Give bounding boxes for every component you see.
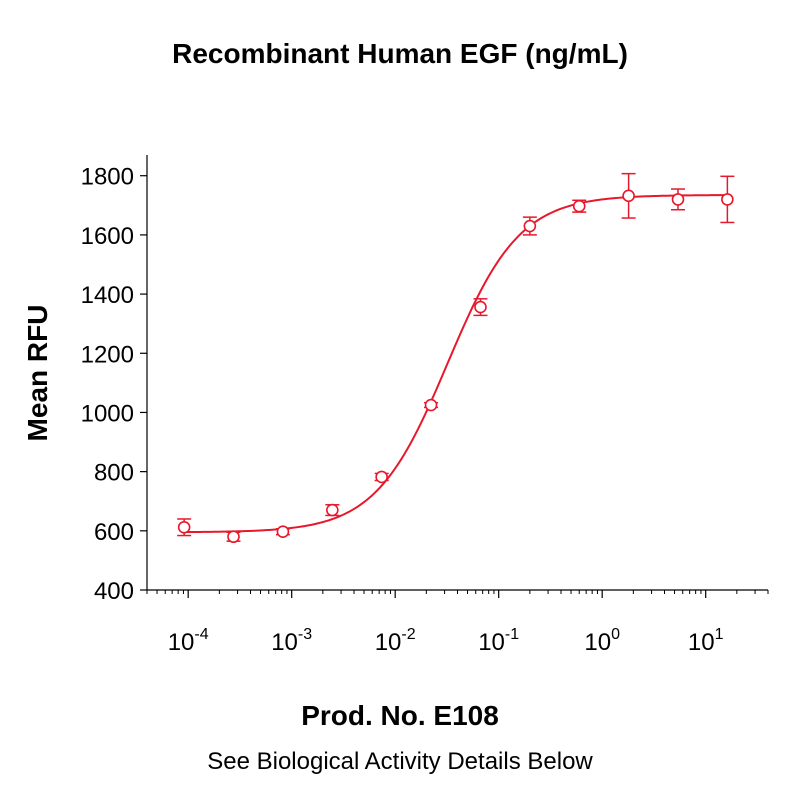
y-tick-label: 600 <box>94 519 134 546</box>
x-tick-label: 101 <box>688 626 724 656</box>
data-point <box>572 199 586 213</box>
axes <box>146 155 768 591</box>
y-tick-label: 1800 <box>81 164 134 191</box>
data-point <box>721 193 734 206</box>
data-point <box>227 530 240 544</box>
tick-marks <box>140 175 769 598</box>
data-point-group <box>473 298 488 317</box>
x-tick-label: 100 <box>584 626 620 656</box>
y-axis-label: Mean RFU <box>22 305 53 442</box>
tick-labels: 400 600 800 1000 1200 1400 1600 1800 10-4 10-3 10-… <box>81 164 724 656</box>
x-tick-label: 10-4 <box>168 626 209 656</box>
x-tick-label: 10-1 <box>478 626 519 656</box>
data-point-group <box>374 470 389 484</box>
data-point-group <box>325 503 340 517</box>
data-point-group <box>424 398 439 412</box>
data-point-group <box>226 530 241 544</box>
data-point <box>326 503 339 517</box>
data-point-group <box>720 175 735 224</box>
product-number: Prod. No. E108 <box>301 700 499 731</box>
data-point-group <box>621 172 636 219</box>
y-tick-label: 400 <box>94 578 134 605</box>
data-point <box>523 219 537 233</box>
y-tick-label: 1000 <box>81 400 134 427</box>
data-point-group <box>522 216 537 236</box>
fit-curve <box>184 194 728 534</box>
data-point <box>474 300 487 314</box>
data-point <box>375 470 388 484</box>
y-tick-label: 1600 <box>81 223 134 250</box>
data-point <box>276 525 290 539</box>
data-point-group <box>275 525 290 539</box>
dose-response-chart: 400 600 800 1000 1200 1400 1600 1800 10-4 10-3 10-… <box>22 155 769 656</box>
data-point <box>622 189 635 203</box>
data-point <box>424 398 438 412</box>
data-point-group <box>670 188 685 211</box>
y-tick-label: 1400 <box>81 282 134 309</box>
details-note: See Biological Activity Details Below <box>207 748 593 775</box>
data-point-group <box>572 199 587 213</box>
y-tick-label: 1200 <box>81 341 134 368</box>
x-tick-label: 10-2 <box>375 626 416 656</box>
data-point-group <box>177 518 192 537</box>
data-points <box>177 172 735 544</box>
y-tick-label: 800 <box>94 460 134 487</box>
data-point <box>177 520 191 534</box>
chart-title: Recombinant Human EGF (ng/mL) <box>172 38 628 69</box>
x-tick-label: 10-3 <box>271 626 312 656</box>
data-point <box>671 193 685 206</box>
